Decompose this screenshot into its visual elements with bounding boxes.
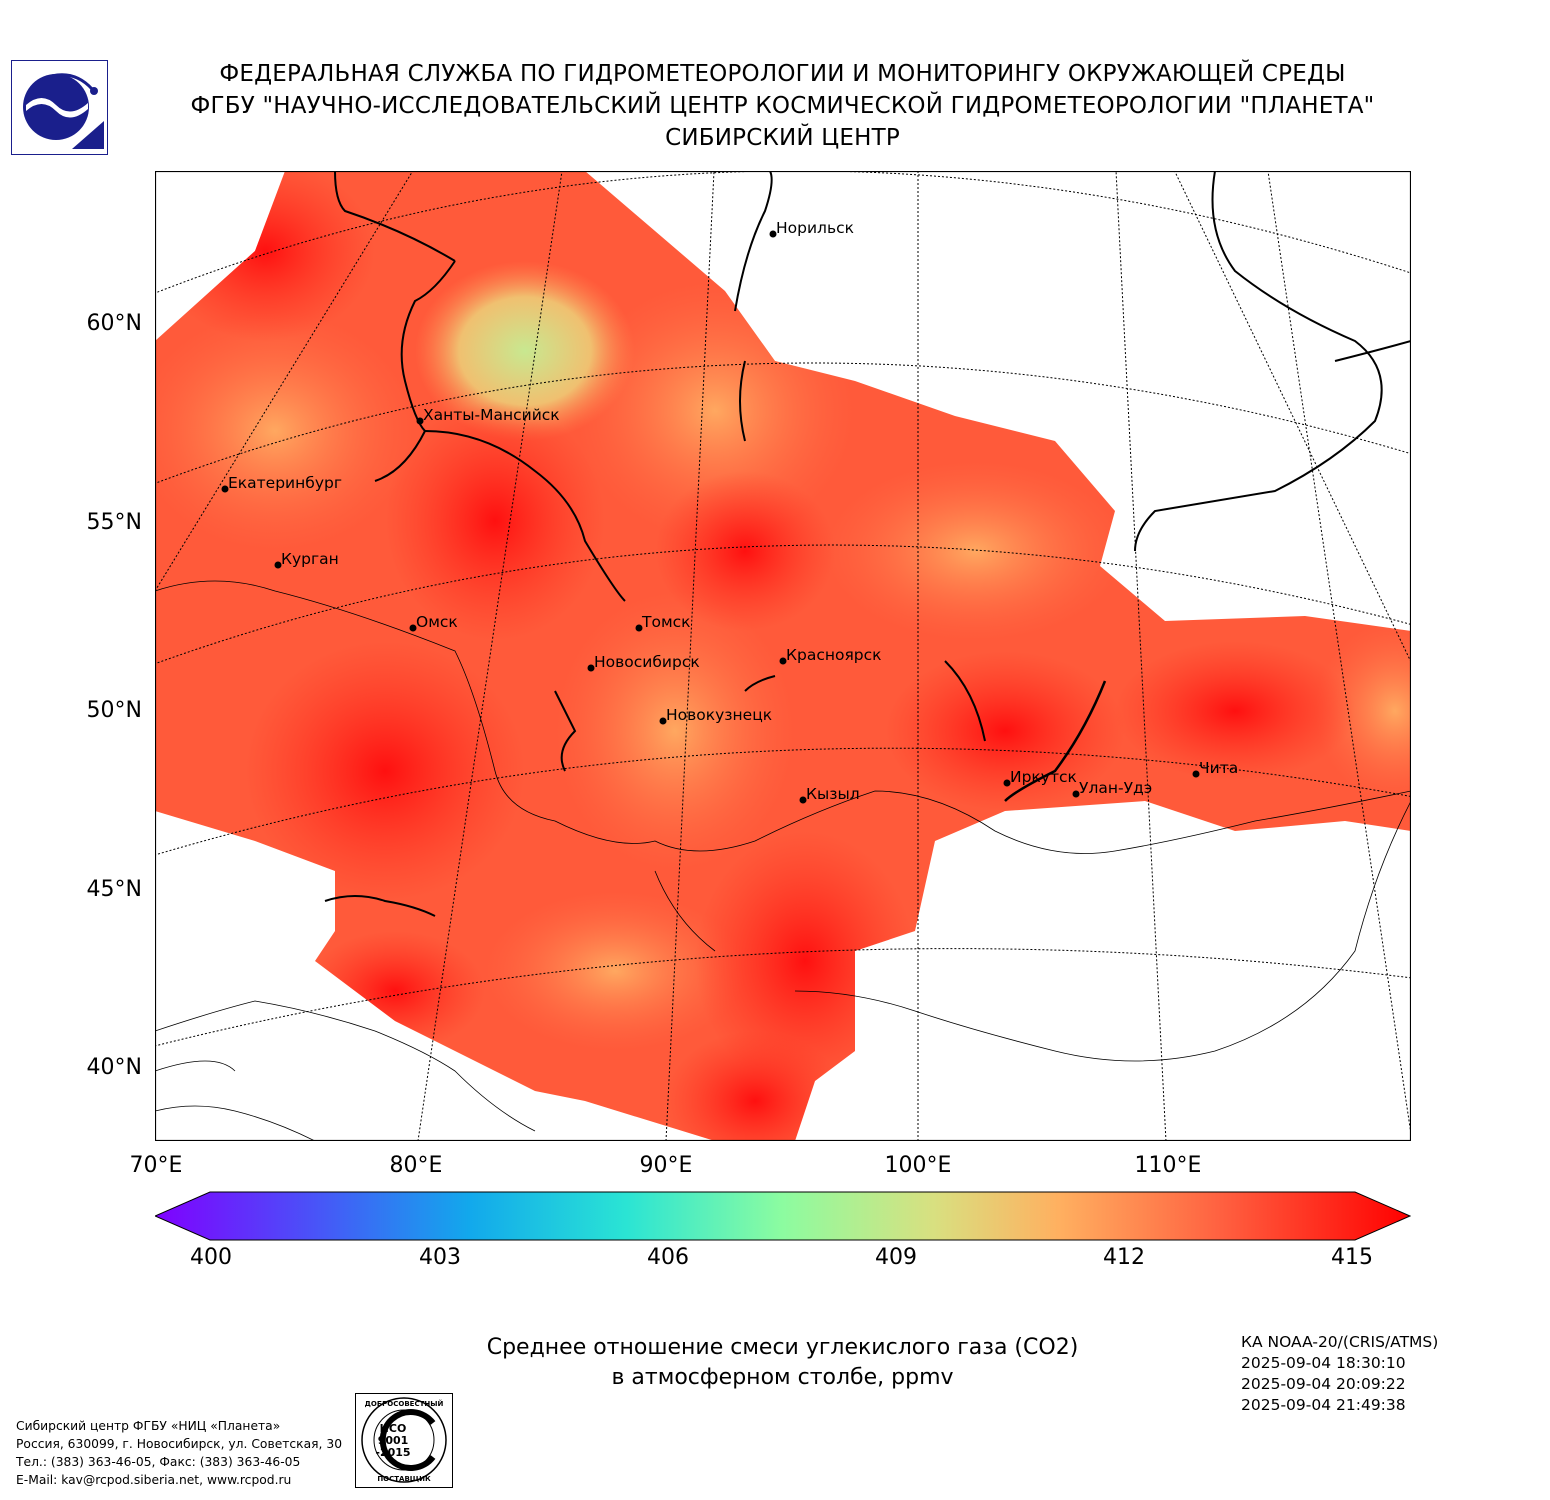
lat-label-55: 55°N <box>86 510 142 535</box>
header-line-2: ФГБУ "НАУЧНО-ИССЛЕДОВАТЕЛЬСКИЙ ЦЕНТР КОС… <box>190 93 1375 119</box>
city-krasnoyarsk: Красноярск <box>779 646 882 665</box>
contact-info: Сибирский центр ФГБУ «НИЦ «Планета» Росс… <box>16 1417 342 1489</box>
city-yekaterinburg: Екатеринбург <box>221 474 342 493</box>
lat-label-45: 45°N <box>86 877 142 902</box>
city-markers: Норильск Ханты-Мансийск Екатеринбург Кур… <box>221 219 1238 804</box>
svg-text:-2015: -2015 <box>375 1446 410 1459</box>
city-kurgan: Курган <box>274 550 339 569</box>
colorbar <box>155 1191 1411 1241</box>
agency-logo <box>11 60 108 155</box>
colorbar-tick-400: 400 <box>190 1245 232 1270</box>
pass-time-2: 2025-09-04 20:09:22 <box>1241 1375 1406 1393</box>
pass-time-3: 2025-09-04 21:49:38 <box>1241 1396 1406 1414</box>
lat-label-60: 60°N <box>86 311 142 336</box>
city-irkutsk: Иркутск <box>1003 768 1077 787</box>
lon-label-80: 80°E <box>389 1153 443 1178</box>
colorbar-tick-415: 415 <box>1331 1245 1373 1270</box>
city-chita: Чита <box>1192 759 1238 778</box>
city-ulan-ude: Улан-Удэ <box>1072 779 1152 798</box>
svg-text:Чита: Чита <box>1199 759 1238 777</box>
city-novosibirsk: Новосибирск <box>587 653 700 672</box>
svg-text:ПОСТАВЩИК: ПОСТАВЩИК <box>377 1475 431 1483</box>
satellite-info: КА NOAA-20/(CRIS/ATMS) 2025-09-04 18:30:… <box>1241 1332 1438 1416</box>
lon-label-90: 90°E <box>639 1153 693 1178</box>
city-tomsk: Томск <box>635 613 691 632</box>
svg-text:Улан-Удэ: Улан-Удэ <box>1079 779 1152 797</box>
svg-text:9001: 9001 <box>378 1434 409 1447</box>
colorbar-tick-412: 412 <box>1103 1245 1145 1270</box>
caption-line-1: Среднее отношение смеси углекислого газа… <box>486 1335 1079 1360</box>
svg-text:Норильск: Норильск <box>776 219 854 237</box>
svg-text:Красноярск: Красноярск <box>786 646 882 664</box>
contact-org: Сибирский центр ФГБУ «НИЦ «Планета» <box>16 1419 281 1433</box>
header-line-3: СИБИРСКИЙ ЦЕНТР <box>665 125 900 151</box>
map-caption: Среднее отношение смеси углекислого газа… <box>400 1333 1165 1393</box>
lat-label-50: 50°N <box>86 698 142 723</box>
lon-label-110: 110°E <box>1134 1153 1202 1178</box>
city-norilsk: Норильск <box>769 219 854 238</box>
iso-stamp: ДОБРОСОВЕСТНЫЙ ИСО 9001 -2015 ПОСТАВЩИК <box>355 1393 453 1488</box>
colorbar-tick-406: 406 <box>647 1245 689 1270</box>
svg-text:Томск: Томск <box>641 613 691 631</box>
colorbar-tick-403: 403 <box>419 1245 461 1270</box>
contact-email: E-Mail: kav@rcpod.siberia.net, www.rcpod… <box>16 1473 292 1487</box>
svg-text:Новосибирск: Новосибирск <box>594 653 700 671</box>
lon-label-70: 70°E <box>129 1153 183 1178</box>
caption-line-2: в атмосферном столбе, ppmv <box>611 1365 954 1390</box>
city-omsk: Омск <box>409 613 458 632</box>
city-kyzyl: Кызыл <box>799 785 860 804</box>
header-line-1: ФЕДЕРАЛЬНАЯ СЛУЖБА ПО ГИДРОМЕТЕОРОЛОГИИ … <box>219 61 1346 87</box>
svg-text:Екатеринбург: Екатеринбург <box>228 474 342 492</box>
svg-text:Новокузнецк: Новокузнецк <box>666 706 772 724</box>
svg-text:Омск: Омск <box>416 613 458 631</box>
svg-text:Кызыл: Кызыл <box>806 785 860 803</box>
contact-address: Россия, 630099, г. Новосибирск, ул. Сове… <box>16 1437 343 1451</box>
colorbar-tick-409: 409 <box>875 1245 917 1270</box>
svg-text:Курган: Курган <box>281 550 339 568</box>
header: ФЕДЕРАЛЬНАЯ СЛУЖБА ПО ГИДРОМЕТЕОРОЛОГИИ … <box>120 58 1445 154</box>
co2-map: Норильск Ханты-Мансийск Екатеринбург Кур… <box>155 171 1411 1141</box>
pass-time-1: 2025-09-04 18:30:10 <box>1241 1354 1406 1372</box>
svg-text:Иркутск: Иркутск <box>1010 768 1077 786</box>
contact-phone: Тел.: (383) 363-46-05, Факс: (383) 363-4… <box>16 1455 301 1469</box>
lat-label-40: 40°N <box>86 1055 142 1080</box>
svg-text:Ханты-Мансийск: Ханты-Мансийск <box>423 406 560 424</box>
city-novokuznetsk: Новокузнецк <box>659 706 772 725</box>
lon-label-100: 100°E <box>884 1153 952 1178</box>
svg-text:ИСО: ИСО <box>380 1422 407 1435</box>
satellite-instrument: КА NOAA-20/(CRIS/ATMS) <box>1241 1333 1439 1351</box>
city-khanty-mansiysk: Ханты-Мансийск <box>416 406 560 425</box>
svg-text:ДОБРОСОВЕСТНЫЙ: ДОБРОСОВЕСТНЫЙ <box>365 1399 444 1408</box>
